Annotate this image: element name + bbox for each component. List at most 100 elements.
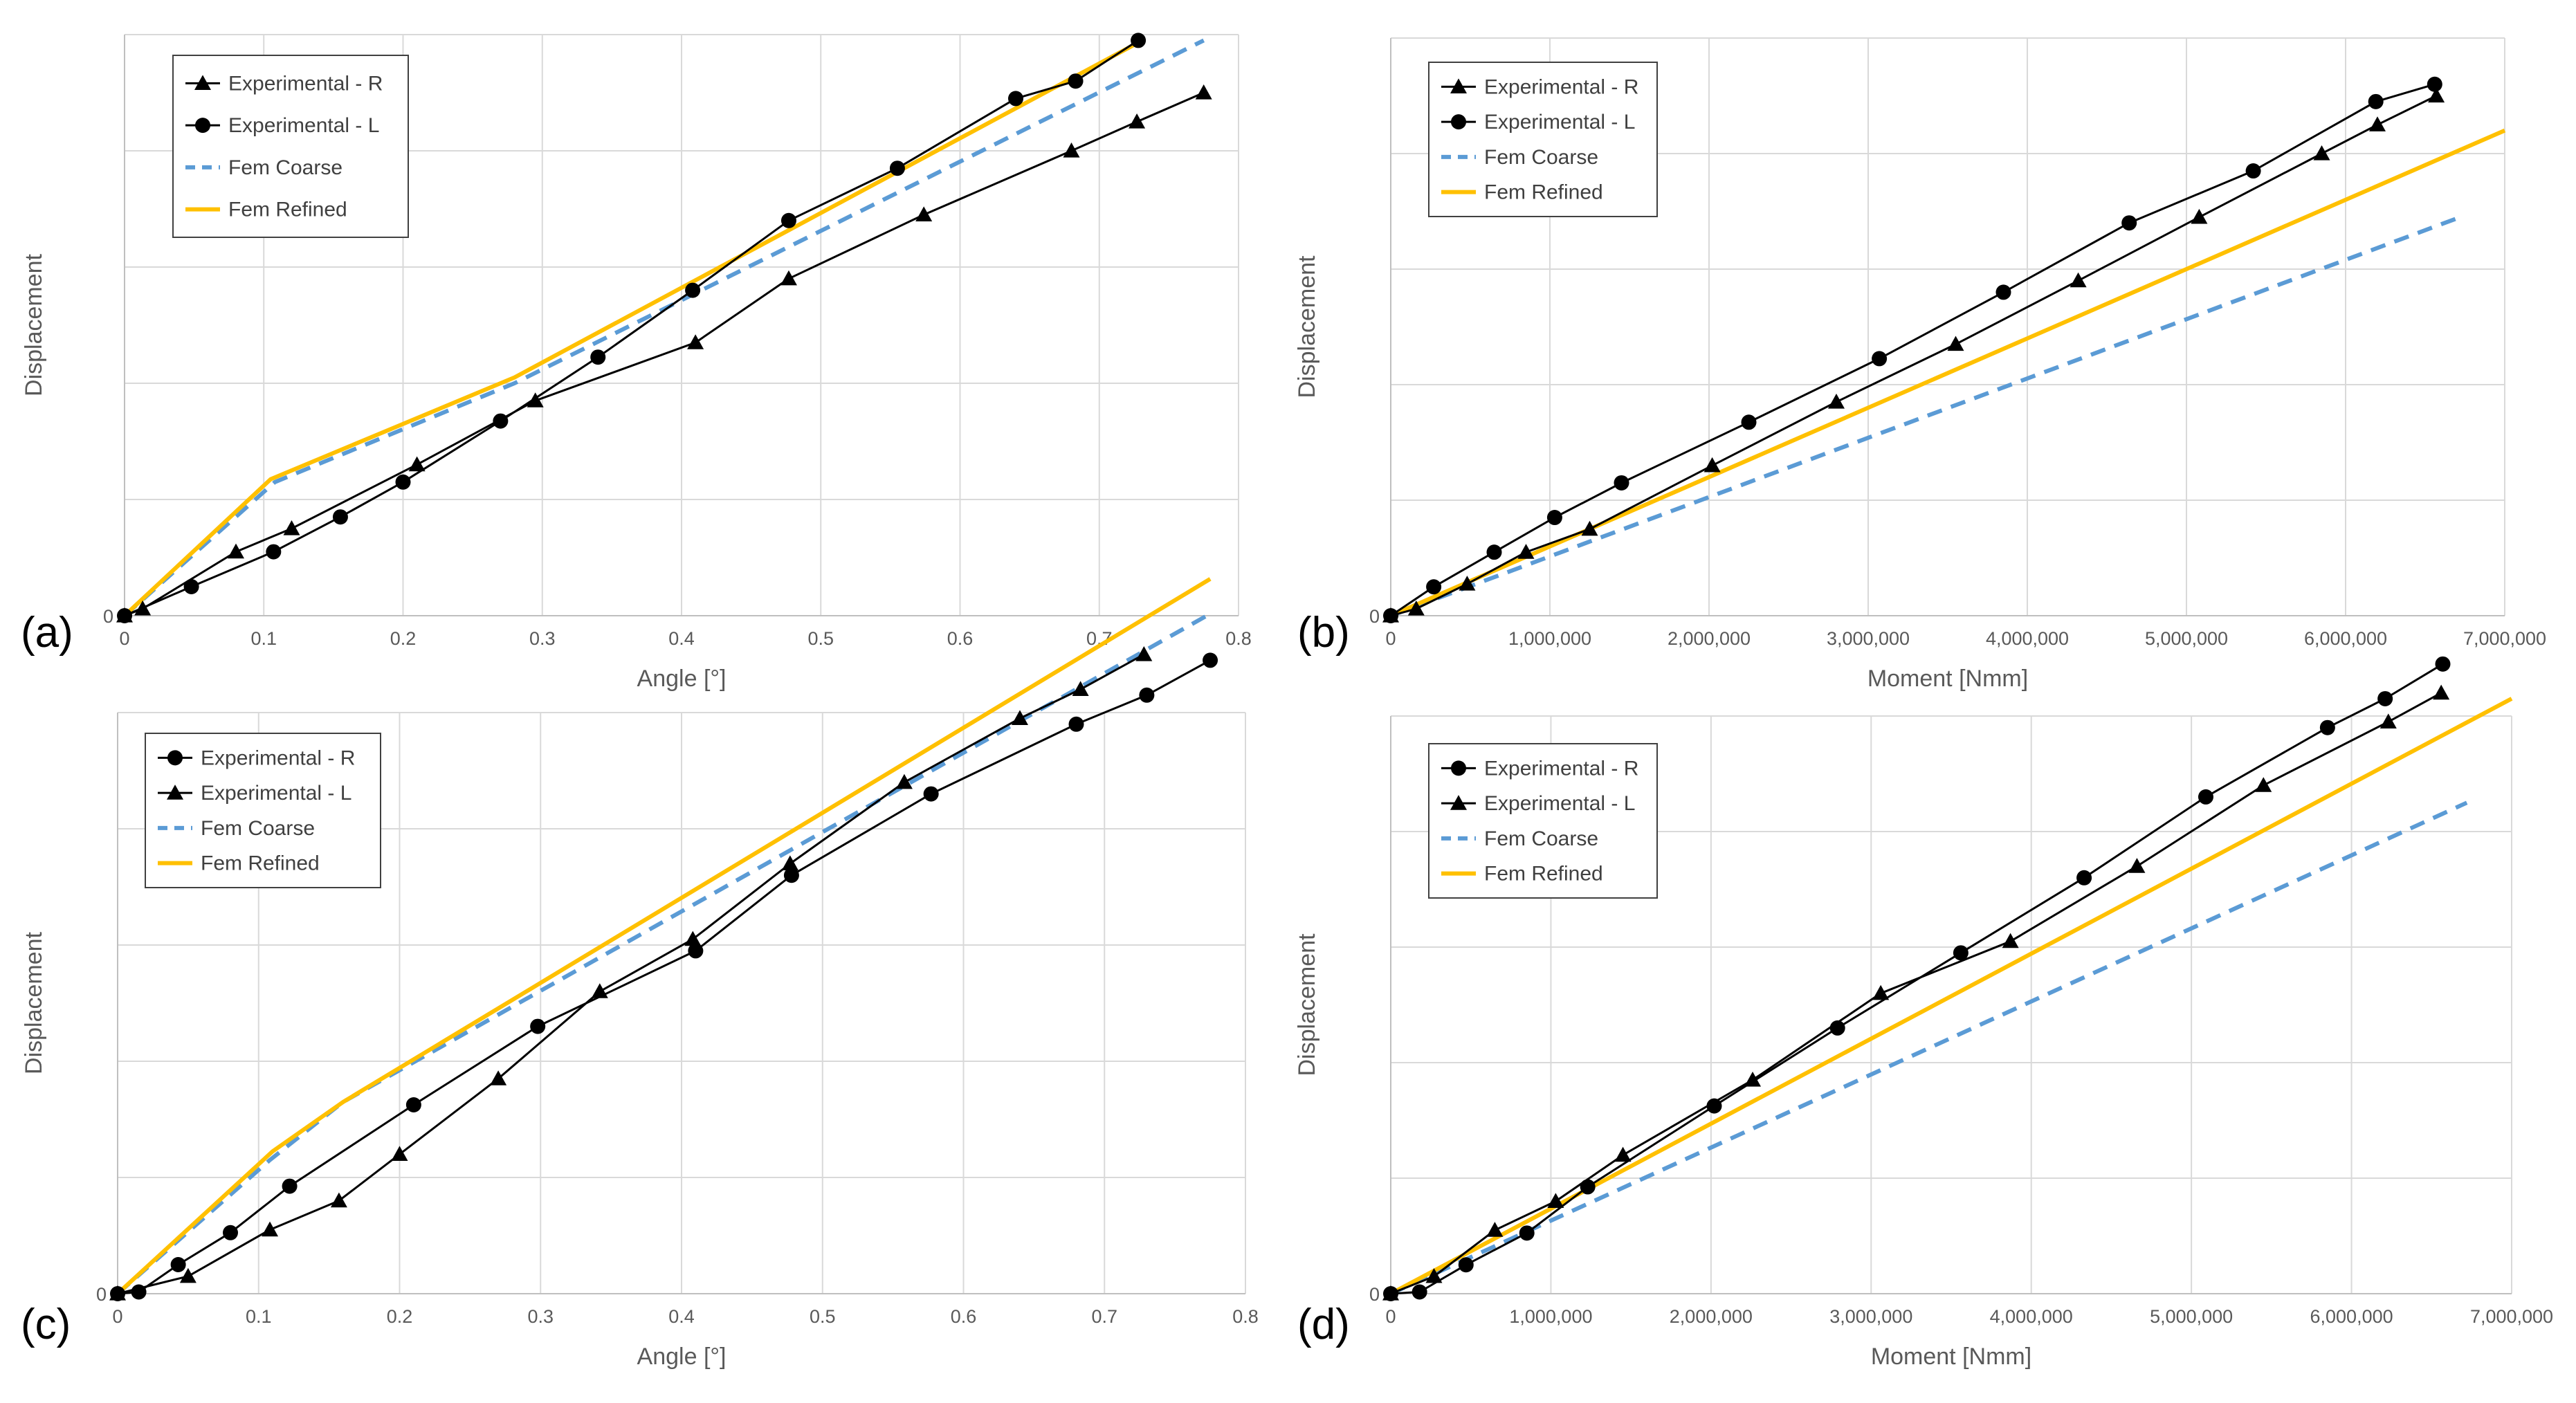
data-point-triangle xyxy=(1129,113,1146,129)
data-point-triangle xyxy=(391,1146,408,1161)
chart-panel-3: 0 0.1 0.2 0.3 0.4 0.5 0.6 0.7 0.8 0 Angle [°] Displ… xyxy=(21,577,1259,1370)
data-point-triangle xyxy=(2191,208,2208,224)
data-point-triangle xyxy=(1872,984,1890,1000)
x-tick-label: 7,000,000 xyxy=(2463,628,2546,649)
data-point-circle xyxy=(1995,284,2011,300)
data-point-circle xyxy=(2377,690,2393,706)
data-point-circle xyxy=(1614,475,1629,490)
legend-label: Experimental - L xyxy=(1484,792,1635,815)
data-point-triangle xyxy=(1614,1146,1632,1162)
data-point-triangle xyxy=(1012,710,1028,725)
x-tick-label: 2,000,000 xyxy=(1670,1306,1753,1327)
legend-label: Experimental - R xyxy=(201,746,355,769)
legend: Experimental - R Experimental - L Fem Coar… xyxy=(145,733,381,888)
x-tick-label: 7,000,000 xyxy=(2470,1306,2553,1327)
chart-panel-2: 0 1,000,000 2,000,000 3,000,000 4,000,000 5,0… xyxy=(1294,37,2546,692)
data-point-circle xyxy=(1068,73,1084,89)
legend-label: Experimental - R xyxy=(1484,75,1638,98)
data-point-circle xyxy=(2198,789,2213,805)
legend-label: Experimental - L xyxy=(228,114,379,137)
data-point-triangle xyxy=(915,206,933,221)
x-tick-label: 0.8 xyxy=(1225,628,1252,649)
y-tick-label: 0 xyxy=(1369,1284,1380,1305)
data-point-circle xyxy=(1131,33,1147,48)
x-tick-label: 0.8 xyxy=(1232,1306,1259,1327)
data-point-triangle xyxy=(2369,116,2386,131)
data-point-circle xyxy=(1383,608,1398,623)
data-point-triangle xyxy=(490,1070,507,1085)
x-tick-label: 0.5 xyxy=(810,1306,836,1327)
legend-marker xyxy=(1450,795,1467,810)
data-point-circle xyxy=(1412,1284,1427,1300)
x-tick-label: 0.3 xyxy=(529,628,556,649)
x-axis-title: Moment [Nmm] xyxy=(1871,1344,2031,1370)
data-point-circle xyxy=(1008,91,1023,107)
x-tick-label: 4,000,000 xyxy=(1986,628,2069,649)
data-point-triangle xyxy=(1547,1193,1564,1208)
data-point-triangle xyxy=(2255,777,2272,792)
data-point-circle xyxy=(2121,215,2137,231)
series-line-fem-refined xyxy=(122,41,1138,618)
chart-panel-4: 0 1,000,000 2,000,000 3,000,000 4,000,000 5,0… xyxy=(1294,656,2553,1370)
data-point-triangle xyxy=(1486,1222,1504,1237)
data-point-circle xyxy=(1486,544,1502,560)
legend-marker xyxy=(167,750,183,766)
data-point-circle xyxy=(1426,579,1442,595)
data-point-triangle xyxy=(2428,87,2445,103)
legend-label: Fem Refined xyxy=(201,852,320,875)
data-point-triangle xyxy=(527,392,544,407)
legend-label: Fem Coarse xyxy=(201,817,315,840)
data-point-circle xyxy=(1580,1179,1596,1195)
x-tick-label: 6,000,000 xyxy=(2304,628,2387,649)
x-tick-label: 0 xyxy=(1385,628,1396,649)
data-point-triangle xyxy=(1072,681,1089,696)
x-tick-label: 0.5 xyxy=(807,628,834,649)
data-point-triangle xyxy=(1581,520,1598,536)
data-point-circle xyxy=(1203,652,1218,668)
data-point-triangle xyxy=(2128,858,2146,873)
series-line-experimental-l xyxy=(1390,83,2436,617)
x-tick-label: 3,000,000 xyxy=(1829,1306,1912,1327)
data-point-circle xyxy=(117,608,132,623)
data-point-circle xyxy=(2319,719,2335,735)
data-point-circle xyxy=(223,1225,238,1240)
data-point-circle xyxy=(266,544,282,560)
data-point-circle xyxy=(590,349,606,365)
x-axis-title: Angle [°] xyxy=(637,666,727,692)
data-point-triangle xyxy=(1703,457,1721,473)
panel-label: (a) xyxy=(21,609,73,657)
data-point-circle xyxy=(493,413,509,429)
data-point-triangle xyxy=(1425,1267,1443,1283)
series-line-experimental-l xyxy=(1390,692,2442,1295)
x-tick-label: 0.2 xyxy=(387,1306,413,1327)
data-point-circle xyxy=(2427,76,2442,92)
data-point-triangle xyxy=(262,1221,279,1237)
data-point-triangle xyxy=(684,930,702,946)
x-tick-label: 0 xyxy=(1385,1306,1396,1327)
x-tick-label: 5,000,000 xyxy=(2145,628,2228,649)
legend-label: Experimental - L xyxy=(1484,111,1635,134)
data-point-circle xyxy=(1706,1098,1722,1114)
data-point-triangle xyxy=(2379,713,2397,728)
data-point-triangle xyxy=(1517,544,1535,559)
series-line-fem-refined xyxy=(116,577,1212,1296)
legend-box xyxy=(172,55,409,238)
x-tick-label: 0.7 xyxy=(1091,1306,1117,1327)
x-tick-label: 0 xyxy=(119,628,129,649)
data-point-triangle xyxy=(2433,684,2450,700)
y-tick-label: 0 xyxy=(103,606,113,627)
x-tick-label: 0.4 xyxy=(668,628,695,649)
x-tick-label: 2,000,000 xyxy=(1668,628,1751,649)
x-tick-label: 0.1 xyxy=(246,1306,272,1327)
data-point-circle xyxy=(780,212,796,228)
data-point-triangle xyxy=(408,456,426,472)
series-line-experimental-r xyxy=(124,91,1205,617)
data-point-triangle xyxy=(1459,576,1476,591)
x-tick-label: 5,000,000 xyxy=(2150,1306,2233,1327)
x-tick-label: 0.6 xyxy=(947,628,974,649)
y-axis-title: Displacement xyxy=(21,931,47,1074)
data-point-circle xyxy=(395,474,411,490)
x-tick-label: 3,000,000 xyxy=(1827,628,1910,649)
series-line-fem-coarse xyxy=(1389,800,2468,1296)
data-point-circle xyxy=(1546,510,1562,526)
